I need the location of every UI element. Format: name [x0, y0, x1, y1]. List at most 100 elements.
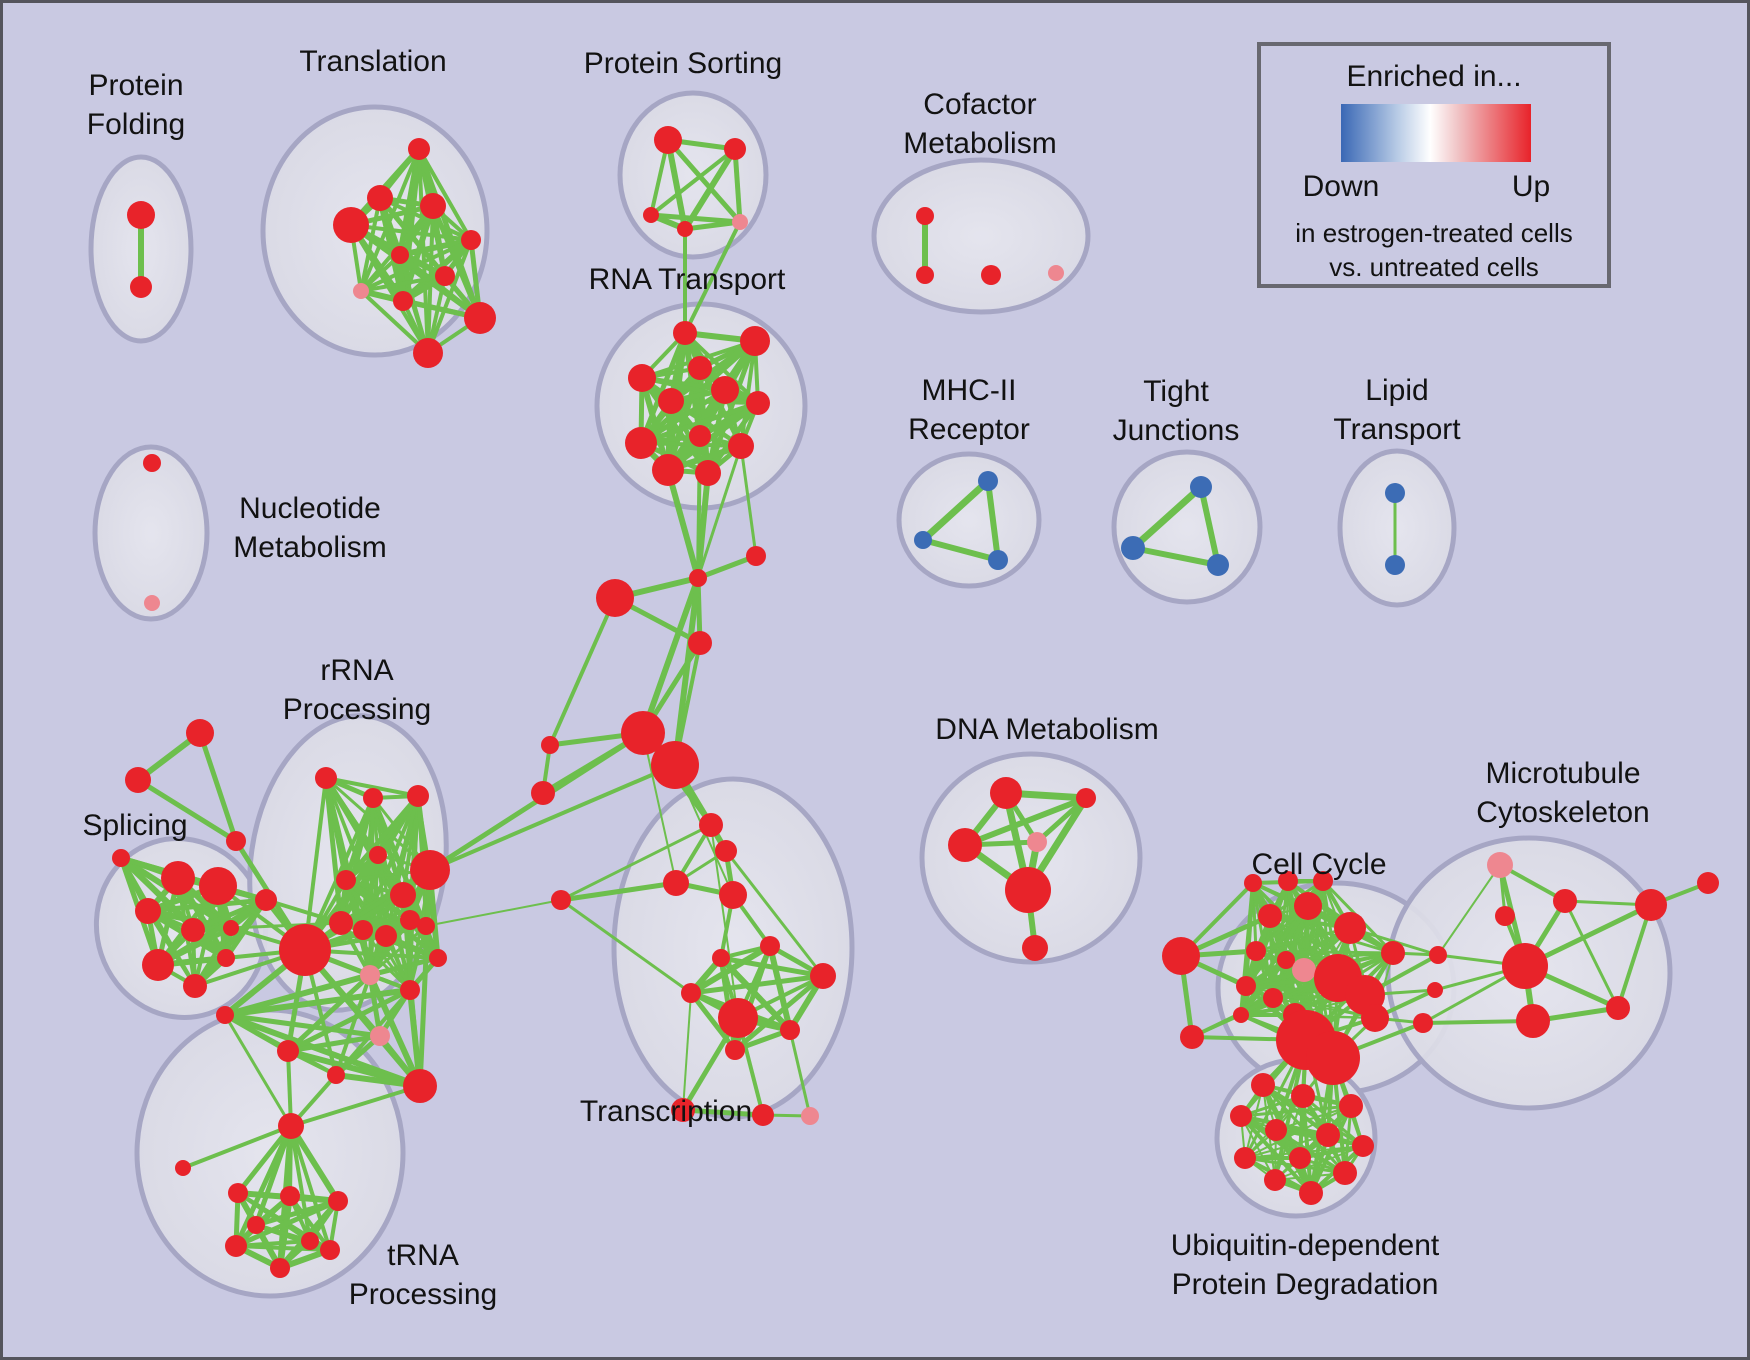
- cluster-label-translation: Translation: [299, 45, 446, 78]
- gene-set-node: [1413, 1013, 1433, 1033]
- gene-set-node: [1516, 1004, 1550, 1038]
- gene-set-node: [652, 454, 684, 486]
- gene-set-node: [1294, 892, 1322, 920]
- gene-set-node: [228, 1183, 248, 1203]
- gene-set-node: [914, 531, 932, 549]
- cluster-ellipse-lipid-transport: [1337, 448, 1457, 608]
- edge: [1244, 1134, 1329, 1159]
- gene-set-node: [677, 221, 693, 237]
- gene-set-node: [400, 910, 420, 930]
- gene-set-node: [780, 1020, 800, 1040]
- cluster-label-nucleotide-metabolism: Nucleotide Metabolism: [233, 492, 386, 564]
- gene-set-node: [1162, 937, 1200, 975]
- edge: [649, 147, 737, 217]
- gene-set-node: [143, 454, 161, 472]
- gene-set-node: [199, 867, 237, 905]
- gene-set-node: [175, 1160, 191, 1176]
- edge: [224, 987, 411, 1018]
- gene-set-node: [810, 963, 836, 989]
- gene-set-node: [135, 898, 161, 924]
- edge: [560, 823, 712, 902]
- edge: [1523, 902, 1653, 969]
- edge: [963, 795, 1088, 848]
- gene-set-node: [125, 767, 151, 793]
- gene-set-node: [226, 831, 246, 851]
- edge: [1563, 900, 1620, 1009]
- cluster-label-tight-junctions: Tight Junctions: [1113, 375, 1240, 447]
- gene-set-node: [1022, 935, 1048, 961]
- gene-set-node: [1339, 1094, 1363, 1118]
- gene-set-node: [1606, 996, 1630, 1020]
- gene-set-node: [1190, 476, 1212, 498]
- edge: [683, 221, 742, 334]
- gene-set-node: [1635, 889, 1667, 921]
- gene-set-node: [712, 949, 730, 967]
- gene-set-node: [1427, 982, 1443, 998]
- edge: [682, 147, 738, 231]
- edge: [684, 219, 741, 232]
- gene-set-node: [654, 126, 682, 154]
- gene-set-node: [142, 949, 174, 981]
- edge: [665, 139, 688, 230]
- edge: [255, 1223, 311, 1243]
- gene-set-node: [127, 201, 155, 229]
- edge: [338, 797, 376, 924]
- gene-set-node: [1076, 788, 1096, 808]
- gene-set-node: [1313, 871, 1333, 891]
- legend-title: Enriched in...: [1346, 60, 1522, 93]
- gene-set-node: [1385, 555, 1405, 575]
- gene-set-node: [369, 846, 387, 864]
- gene-set-node: [752, 1104, 774, 1126]
- edge: [286, 987, 412, 1054]
- gene-set-node: [277, 1040, 299, 1062]
- legend-up-label: Up: [1511, 170, 1551, 203]
- cluster-label-mhc-ii-receptor: MHC-II Receptor: [908, 374, 1030, 446]
- edge: [732, 148, 743, 223]
- edge: [1132, 545, 1219, 568]
- gene-set-node: [393, 291, 413, 311]
- gene-set-node: [1352, 1135, 1374, 1157]
- gene-set-node: [329, 911, 353, 935]
- edge: [224, 972, 371, 1018]
- gene-set-node: [719, 881, 747, 909]
- gene-set-node: [461, 230, 481, 250]
- gene-set-node: [217, 949, 235, 967]
- gene-set-node: [1236, 976, 1256, 996]
- gene-set-node: [1385, 483, 1405, 503]
- edge: [696, 435, 702, 579]
- gene-set-node: [413, 338, 443, 368]
- edge: [223, 898, 269, 960]
- edge: [325, 776, 419, 798]
- edge: [399, 237, 472, 258]
- edge: [425, 899, 562, 927]
- gene-set-node: [161, 861, 195, 895]
- legend-caption-line2: vs. untreated cells: [1329, 252, 1539, 282]
- gene-set-node: [360, 965, 380, 985]
- edge: [739, 445, 758, 557]
- cluster-label-ubiquitin-dependent-protein-degradation: Ubiquitin-dependent Protein Degradation: [1171, 1229, 1440, 1301]
- gene-set-node: [651, 741, 699, 789]
- gene-set-node: [1291, 1084, 1315, 1108]
- cluster-label-protein-folding: Protein Folding: [87, 69, 185, 141]
- gene-set-node: [336, 870, 356, 890]
- edge: [369, 924, 427, 977]
- edge: [548, 597, 617, 746]
- gene-set-node: [689, 425, 711, 447]
- gene-set-node: [643, 207, 659, 223]
- edge: [920, 478, 991, 543]
- cluster-ellipse-transcription: [611, 776, 855, 1120]
- gene-set-node: [1264, 1169, 1286, 1191]
- gene-set-node: [732, 214, 748, 230]
- edge: [672, 577, 701, 766]
- cluster-label-dna-metabolism: DNA Metabolism: [935, 713, 1158, 746]
- gene-set-node: [1306, 1031, 1360, 1085]
- edge: [236, 1124, 293, 1195]
- edge: [922, 537, 999, 563]
- gene-set-node: [673, 321, 697, 345]
- edge: [696, 445, 743, 579]
- gene-set-node: [255, 889, 277, 911]
- edge: [288, 1194, 332, 1252]
- edge: [156, 897, 268, 968]
- gene-set-node: [181, 918, 205, 942]
- edge: [1130, 484, 1204, 551]
